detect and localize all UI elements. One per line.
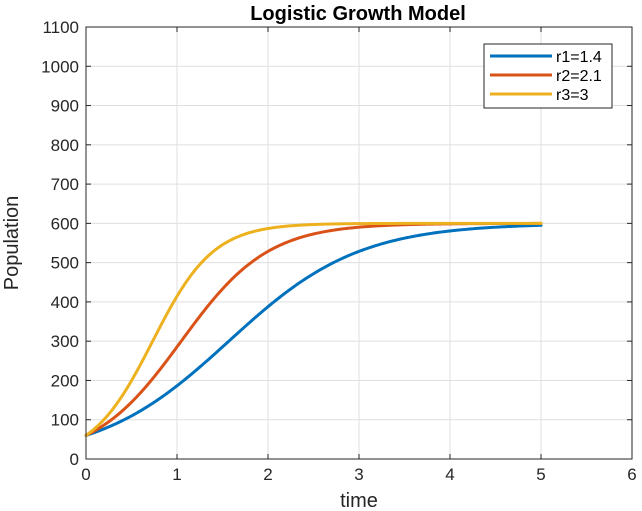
y-tick-label: 1000 [41,57,79,76]
x-tick-label: 2 [263,465,272,484]
y-tick-label: 200 [51,371,79,390]
series-layer [84,221,543,437]
y-tick-label: 100 [51,411,79,430]
y-tick-label: 0 [70,450,79,469]
series-line-3 [84,221,543,437]
x-axis-ticks: 0 1 2 3 4 5 6 [81,27,637,484]
y-tick-label: 700 [51,175,79,194]
y-axis-ticks: 0 100 200 300 400 500 600 700 800 900 1000 1100 [41,18,632,469]
x-tick-label: 3 [354,465,363,484]
y-tick-label: 400 [51,293,79,312]
x-tick-label: 4 [445,465,454,484]
legend-label-1: r1=1.4 [556,49,602,66]
series-line-1 [84,223,543,437]
x-tick-label: 1 [172,465,181,484]
x-tick-label: 6 [627,465,636,484]
x-tick-label: 5 [536,465,545,484]
y-tick-label: 800 [51,136,79,155]
y-tick-label: 500 [51,254,79,273]
y-tick-label: 300 [51,332,79,351]
legend: r1=1.4 r2=2.1 r3=3 [483,43,613,109]
legend-label-3: r3=3 [556,87,589,104]
y-tick-label: 600 [51,214,79,233]
x-tick-label: 0 [81,465,90,484]
y-axis-label: Population [1,196,23,291]
y-tick-label: 900 [51,97,79,116]
y-tick-label: 1100 [42,18,79,37]
chart-title: Logistic Growth Model [250,3,466,25]
x-axis-label: time [340,490,378,511]
legend-label-2: r2=2.1 [556,68,602,85]
